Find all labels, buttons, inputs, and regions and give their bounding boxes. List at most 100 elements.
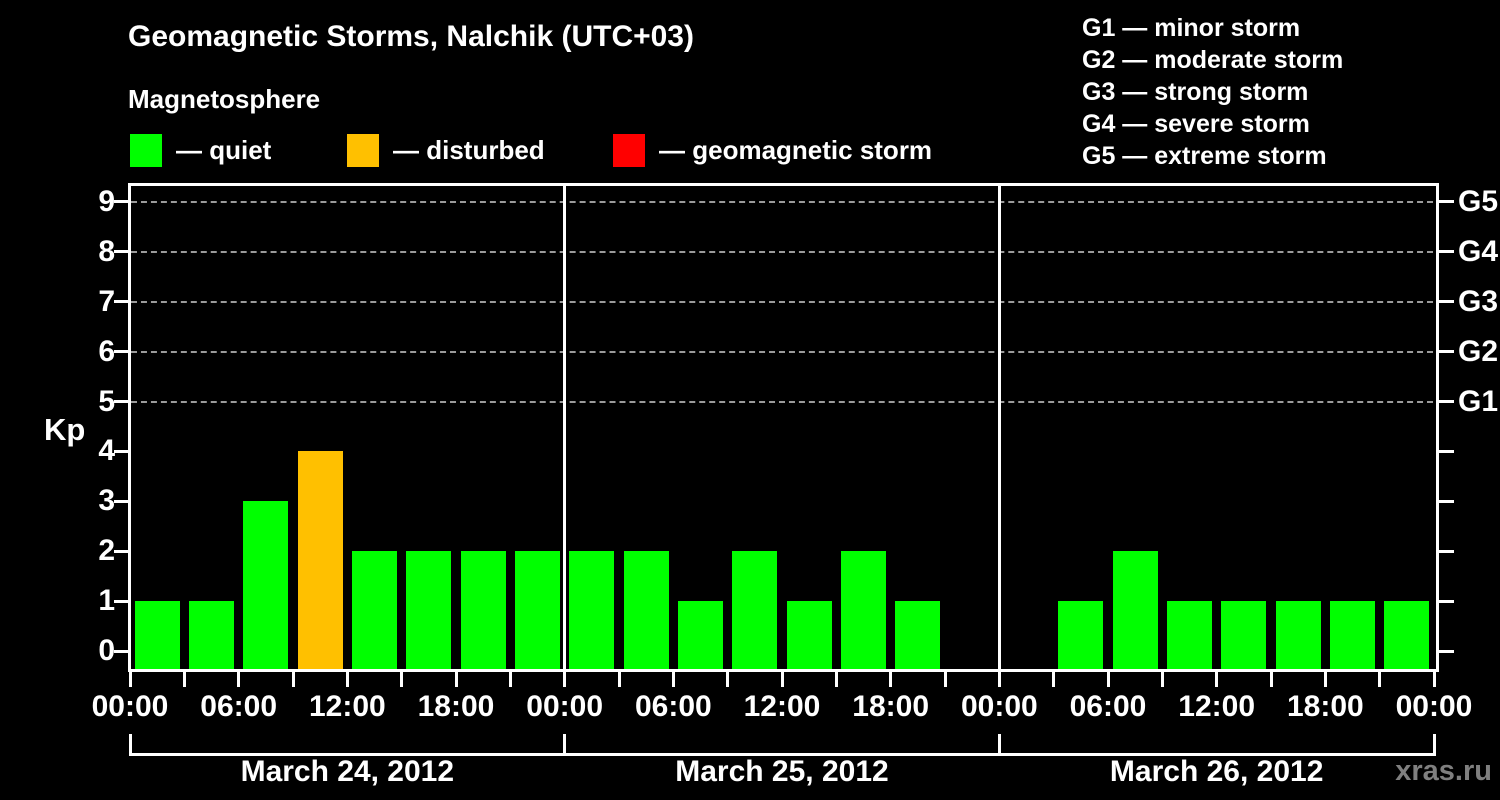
right-tick bbox=[1439, 549, 1454, 553]
axis-spine-right bbox=[1436, 183, 1439, 672]
kp-bar bbox=[569, 551, 615, 669]
x-tick bbox=[834, 672, 838, 687]
legend-label-quiet: — quiet bbox=[176, 134, 272, 165]
g-scale-legend: G1 — minor storm G2 — moderate storm G3 — … bbox=[1082, 12, 1343, 172]
x-tick bbox=[1106, 672, 1110, 687]
right-tick bbox=[1439, 649, 1454, 653]
y-tick bbox=[114, 300, 129, 304]
legend-item-disturbed: — disturbed bbox=[347, 133, 545, 167]
g-legend-line: G5 — extreme storm bbox=[1082, 142, 1327, 170]
x-tick-label: 18:00 bbox=[417, 690, 495, 723]
kp-bar bbox=[677, 601, 724, 669]
y-tick bbox=[114, 499, 129, 503]
g-legend-line: G3 — strong storm bbox=[1082, 78, 1309, 106]
kp-bar bbox=[1275, 601, 1321, 669]
y-tick-label: 9 bbox=[98, 184, 115, 218]
right-tick bbox=[1439, 449, 1454, 453]
g-legend-line: G1 — minor storm bbox=[1082, 14, 1301, 42]
legend-swatch-quiet bbox=[130, 133, 162, 167]
x-tick bbox=[617, 672, 621, 687]
kp-bar bbox=[895, 601, 941, 669]
g-scale-label: G2 bbox=[1458, 334, 1499, 368]
x-tick bbox=[345, 672, 349, 687]
kp-bar bbox=[840, 551, 887, 669]
x-tick bbox=[943, 672, 947, 687]
bracket-tick bbox=[128, 734, 132, 754]
y-tick bbox=[114, 649, 129, 653]
x-tick-label: 12:00 bbox=[308, 690, 386, 723]
kp-bar bbox=[351, 551, 398, 669]
x-tick bbox=[1269, 672, 1273, 687]
day-divider bbox=[997, 183, 1001, 687]
right-tick bbox=[1439, 599, 1454, 603]
right-tick bbox=[1439, 300, 1454, 304]
x-tick bbox=[997, 672, 1001, 687]
y-tick-label: 4 bbox=[98, 434, 115, 468]
x-tick bbox=[182, 672, 186, 687]
kp-bar bbox=[297, 451, 343, 669]
x-tick-label: 00:00 bbox=[960, 690, 1038, 723]
x-tick-label: 06:00 bbox=[200, 690, 278, 723]
x-tick bbox=[128, 672, 132, 687]
g-scale-label: G1 bbox=[1458, 384, 1499, 418]
x-tick bbox=[237, 672, 241, 687]
legend-swatch-disturbed bbox=[347, 133, 379, 167]
y-tick-label: 3 bbox=[98, 484, 115, 518]
page-title: Geomagnetic Storms, Nalchik (UTC+03) bbox=[128, 20, 694, 53]
right-tick bbox=[1439, 499, 1454, 503]
x-tick bbox=[1378, 672, 1382, 687]
g-scale-label: G3 bbox=[1458, 284, 1499, 318]
legend-swatch-storm bbox=[613, 133, 645, 167]
kp-bar bbox=[188, 601, 235, 669]
g-legend-line: G2 — moderate storm bbox=[1082, 46, 1344, 74]
grid-line-kp6 bbox=[131, 350, 1433, 353]
bracket-tick bbox=[563, 734, 567, 754]
y-tick-label: 5 bbox=[98, 384, 115, 418]
right-tick bbox=[1439, 200, 1454, 204]
kp-bar bbox=[786, 601, 832, 669]
right-tick bbox=[1439, 250, 1454, 254]
kp-bar bbox=[1112, 551, 1158, 669]
x-tick bbox=[1160, 672, 1164, 687]
date-label: March 25, 2012 bbox=[675, 755, 889, 788]
x-tick bbox=[454, 672, 458, 687]
y-tick bbox=[114, 449, 129, 453]
kp-bar bbox=[1384, 601, 1430, 669]
y-tick bbox=[114, 400, 129, 404]
grid-line-kp7 bbox=[131, 300, 1433, 303]
y-tick bbox=[114, 549, 129, 553]
kp-bar bbox=[1329, 601, 1376, 669]
kp-bar bbox=[243, 501, 289, 669]
grid-line-kp5 bbox=[131, 400, 1433, 403]
axis-spine-bottom bbox=[128, 669, 1439, 672]
kp-bar bbox=[1221, 601, 1267, 669]
x-tick-label: 00:00 bbox=[91, 690, 169, 723]
kp-bar bbox=[1166, 601, 1213, 669]
grid-line-kp9 bbox=[131, 200, 1433, 203]
x-tick bbox=[1432, 672, 1436, 687]
kp-bar bbox=[134, 601, 180, 669]
g-scale-label: G5 bbox=[1458, 184, 1499, 218]
bracket-tick bbox=[1432, 734, 1436, 754]
g-scale-label: G4 bbox=[1458, 234, 1499, 268]
y-tick-label: 0 bbox=[98, 634, 115, 667]
y-tick-label: 7 bbox=[98, 284, 115, 318]
axis-spine-left bbox=[128, 183, 131, 672]
chart-subtitle: Magnetosphere bbox=[128, 84, 321, 114]
y-tick-label: 2 bbox=[98, 534, 115, 568]
x-tick bbox=[726, 672, 730, 687]
x-tick-label: 12:00 bbox=[1178, 690, 1256, 723]
right-tick bbox=[1439, 400, 1454, 404]
x-tick bbox=[1052, 672, 1056, 687]
grid-line-kp8 bbox=[131, 250, 1433, 253]
x-tick-label: 18:00 bbox=[1286, 690, 1364, 723]
y-tick bbox=[114, 350, 129, 354]
kp-bar bbox=[1058, 601, 1104, 669]
x-tick bbox=[889, 672, 893, 687]
legend-item-storm: — geomagnetic storm bbox=[613, 133, 932, 167]
right-tick bbox=[1439, 350, 1454, 354]
y-tick-label: 8 bbox=[98, 234, 115, 268]
x-tick-label: 06:00 bbox=[634, 690, 712, 723]
g-legend-line: G4 — severe storm bbox=[1082, 110, 1310, 138]
